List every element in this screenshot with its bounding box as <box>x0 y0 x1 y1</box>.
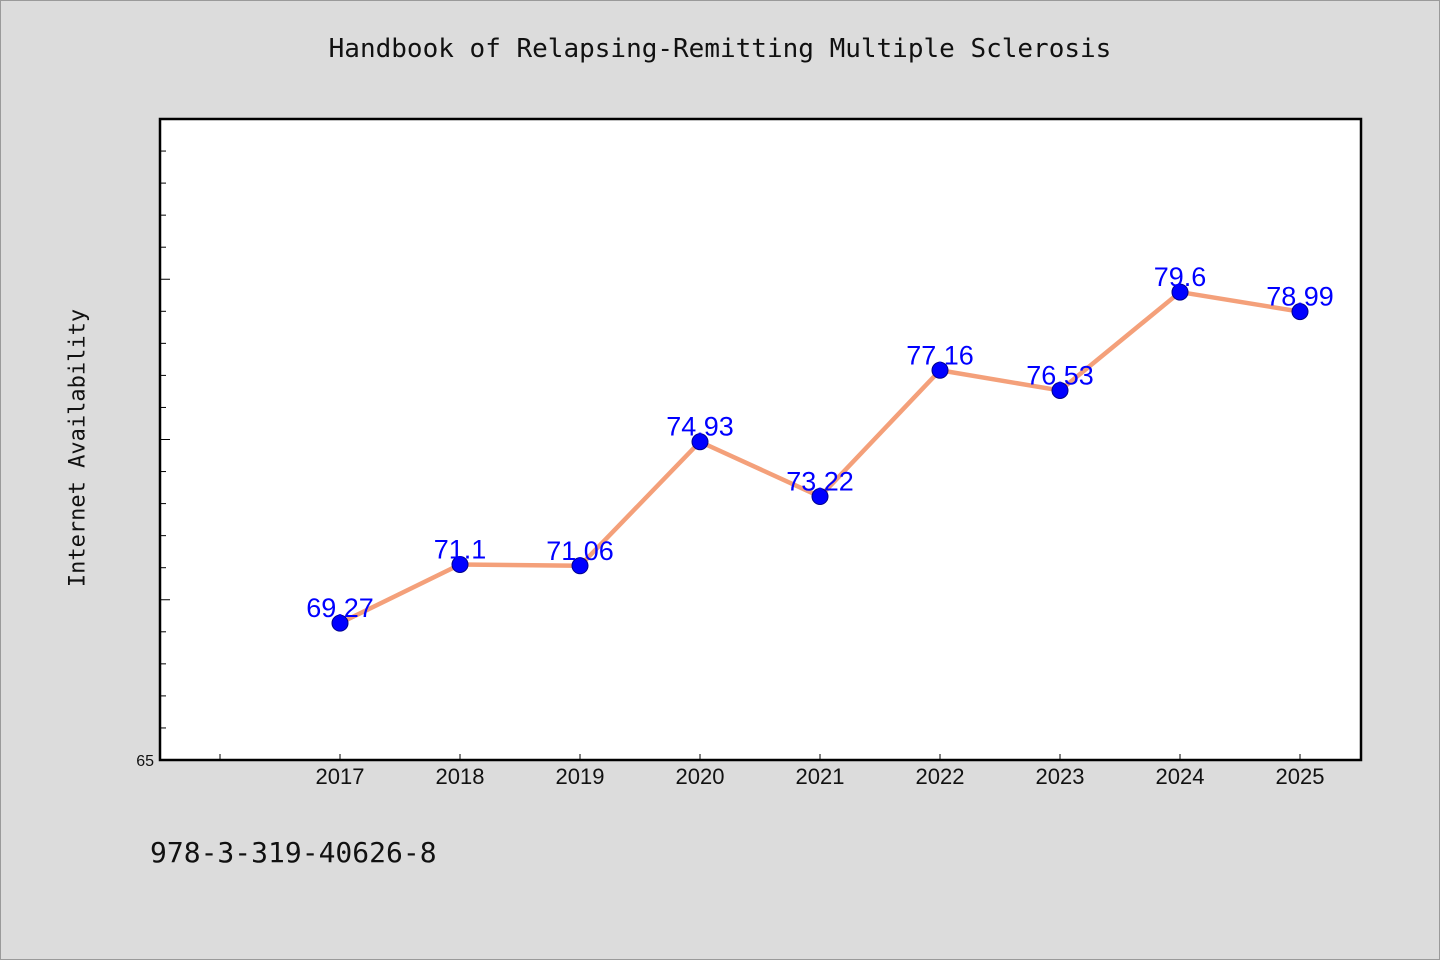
data-point <box>931 361 949 379</box>
x-tick-label: 2020 <box>676 764 725 789</box>
data-point <box>691 433 709 451</box>
data-point <box>1291 303 1309 321</box>
x-tick-label: 2024 <box>1156 764 1205 789</box>
data-point <box>1051 381 1069 399</box>
isbn-code: 978-3-319-40626-8 <box>150 836 437 869</box>
data-label: 74.93 <box>666 412 734 442</box>
x-tick-label: 2025 <box>1276 764 1325 789</box>
data-label: 76.53 <box>1026 360 1094 390</box>
data-point <box>811 488 829 506</box>
data-point <box>331 614 349 632</box>
data-point <box>451 555 469 573</box>
x-tick-label: 2018 <box>436 764 485 789</box>
data-point <box>571 557 589 575</box>
data-label: 73.22 <box>786 467 854 497</box>
data-label: 71.06 <box>546 536 614 566</box>
plot-area <box>158 117 1363 762</box>
x-tick-label: 2021 <box>796 764 845 789</box>
x-tick-label: 2022 <box>916 764 965 789</box>
data-label: 77.16 <box>906 340 974 370</box>
chart-title: Handbook of Relapsing-Remitting Multiple… <box>328 34 1112 64</box>
x-tick-label: 2019 <box>556 764 605 789</box>
x-tick-label: 2023 <box>1036 764 1085 789</box>
data-point <box>1171 283 1189 301</box>
data-label: 78.99 <box>1266 282 1334 312</box>
data-label: 69.27 <box>306 593 374 623</box>
data-label: 71.1 <box>434 534 487 564</box>
x-tick-label: 2017 <box>316 764 365 789</box>
y-tick-label: 65 <box>136 753 154 770</box>
data-label: 79.6 <box>1154 262 1207 292</box>
